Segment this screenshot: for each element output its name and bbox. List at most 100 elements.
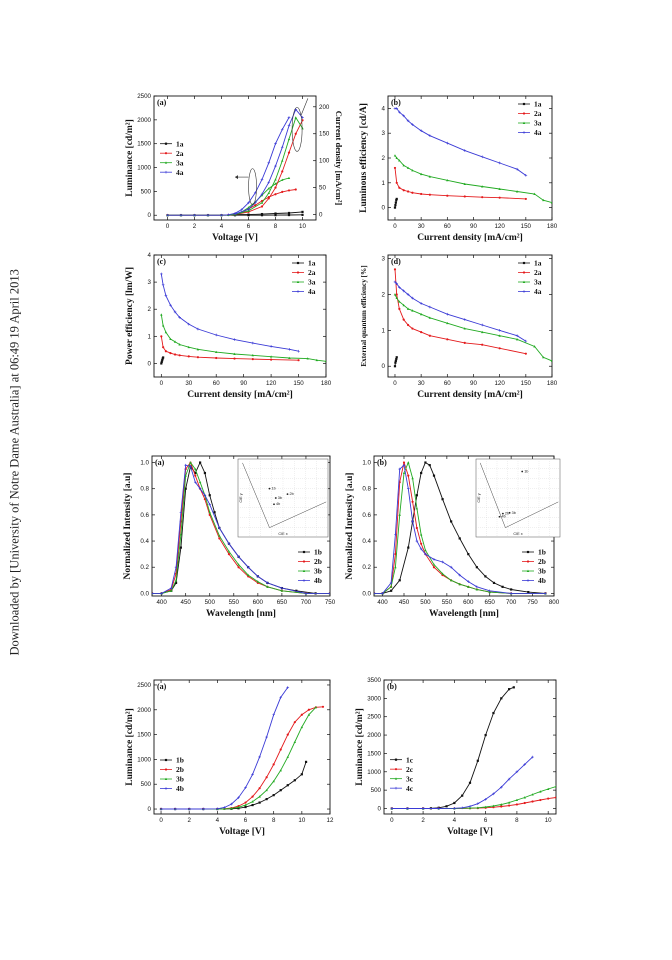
point-2a xyxy=(281,190,284,193)
point-3c xyxy=(507,801,511,804)
point-1c xyxy=(468,781,472,784)
cd-point-2a xyxy=(294,132,297,135)
point-2b xyxy=(272,763,275,766)
point-2b xyxy=(407,474,410,477)
y-tick-label: 2 xyxy=(382,291,386,298)
point-1b xyxy=(467,553,470,556)
point-4a xyxy=(179,213,183,217)
point-2b xyxy=(265,776,268,779)
point-4a xyxy=(196,327,200,331)
point-1a xyxy=(393,365,397,368)
y-axis-label: Luminance [cd/m²] xyxy=(355,708,365,786)
line-4b xyxy=(152,464,330,594)
point-3a xyxy=(287,176,291,180)
point-2a xyxy=(402,318,405,321)
series-3a xyxy=(160,313,326,363)
point-4c xyxy=(492,792,495,796)
point-1b xyxy=(258,801,261,804)
point-3b xyxy=(247,573,250,577)
legend-entry: 3a xyxy=(534,278,542,287)
point-4b xyxy=(328,592,330,595)
cd-point-3a xyxy=(247,209,250,212)
series-2a xyxy=(160,335,300,362)
legend-marker xyxy=(164,758,168,762)
point-4b xyxy=(272,713,275,717)
point-1b xyxy=(484,575,487,578)
line-2a xyxy=(167,189,296,216)
point-3a xyxy=(395,156,398,159)
point-2c xyxy=(523,801,526,805)
y-tick-label: 4 xyxy=(148,252,152,259)
x-tick-label: 400 xyxy=(156,599,167,606)
y-tick-label: 0 xyxy=(382,363,386,370)
panel-label: (a) xyxy=(157,98,167,107)
y2-tick-label: 150 xyxy=(319,131,330,138)
cd-point-4a xyxy=(267,180,271,184)
legend-entry: 4b xyxy=(314,576,322,585)
point-3a xyxy=(398,159,401,162)
point-4a xyxy=(406,293,410,296)
point-1b xyxy=(265,798,268,801)
chart-3b: 0 2 4 6 8 10 0 500 1000 1500 2000 2500 3000 3500 Volta… xyxy=(355,677,557,837)
y2-tick-label: 200 xyxy=(319,104,330,111)
y-tick-label: 1 xyxy=(148,333,152,340)
point-4b xyxy=(184,463,187,467)
point-2c xyxy=(500,805,503,808)
point-3a xyxy=(251,353,255,357)
point-3b xyxy=(272,779,275,783)
point-2c xyxy=(554,796,556,799)
panel-label: (c) xyxy=(157,257,166,266)
legend-entry: 3a xyxy=(534,119,542,128)
x-tick-label: 6 xyxy=(484,817,488,824)
point-4c xyxy=(421,807,425,810)
point-3a xyxy=(395,296,398,300)
legend-marker xyxy=(302,579,306,582)
point-4a xyxy=(463,149,467,152)
point-4b xyxy=(280,586,284,590)
point-3a xyxy=(463,327,466,330)
legend-entry: 2a xyxy=(534,109,542,118)
point-3a xyxy=(161,324,165,327)
point-4a xyxy=(267,161,271,165)
cie-point xyxy=(508,511,511,514)
point-3b xyxy=(184,474,187,477)
point-4b xyxy=(203,493,207,497)
legend-entry: 1b xyxy=(176,756,184,765)
point-3b xyxy=(237,563,240,566)
point-3a xyxy=(481,185,484,188)
point-1c xyxy=(461,794,464,797)
cd-point-2a xyxy=(267,197,270,200)
point-2b xyxy=(307,708,310,711)
point-1a xyxy=(394,201,397,204)
panel-label: (b) xyxy=(377,458,387,467)
point-4b xyxy=(488,589,492,593)
point-1b xyxy=(398,579,401,582)
legend-marker xyxy=(164,142,168,145)
point-4a xyxy=(166,213,169,217)
point-2b xyxy=(258,787,261,790)
plot-frame xyxy=(153,254,327,378)
legend-marker xyxy=(526,569,530,572)
x-tick-label: 6 xyxy=(247,223,251,230)
y-axis-label: Normalized Intensity [a.u] xyxy=(123,473,133,580)
x-tick-label: 750 xyxy=(527,599,538,606)
point-1b xyxy=(492,581,496,585)
point-4a xyxy=(428,134,432,137)
point-2a xyxy=(274,193,277,196)
point-3b xyxy=(314,705,318,709)
x-tick-label: 0 xyxy=(390,817,394,824)
point-2c xyxy=(515,803,519,806)
point-3a xyxy=(160,313,163,316)
point-1b xyxy=(407,546,410,549)
point-2a xyxy=(398,186,401,189)
point-4b xyxy=(266,581,269,585)
point-3a xyxy=(402,164,405,167)
point-1b xyxy=(432,474,436,477)
x-tick-label: 500 xyxy=(205,599,216,606)
point-1a xyxy=(161,359,164,362)
point-4b xyxy=(160,592,163,595)
point-1b xyxy=(420,471,423,475)
chart-1c: 0 30 60 90 120 150 180 0 1 2 3 4 Current density [mA… xyxy=(125,252,332,400)
